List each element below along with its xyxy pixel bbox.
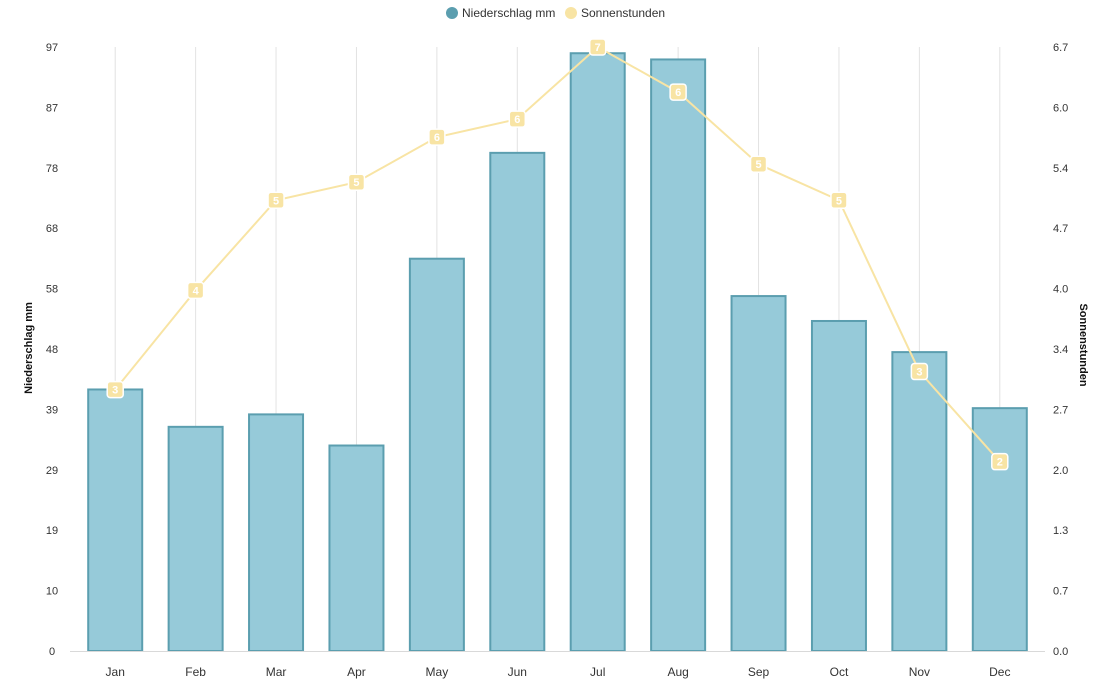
y-right-tick-label: 4.7 xyxy=(1053,223,1068,235)
bar-feb[interactable] xyxy=(167,425,224,652)
legend: Niederschlag mm Sonnenstunden xyxy=(446,6,665,20)
sunshine-point-mar[interactable]: 5 xyxy=(267,191,285,210)
bar-oct[interactable] xyxy=(810,319,867,652)
legend-label-precipitation: Niederschlag mm xyxy=(462,6,555,20)
bar-jul[interactable] xyxy=(569,52,626,652)
legend-swatch-precipitation xyxy=(446,7,458,19)
x-tick-label-jul: Jul xyxy=(590,665,605,679)
bar-aug[interactable] xyxy=(650,58,707,652)
y-left-tick-label: 0 xyxy=(49,646,55,658)
y-right-tick-label: 2.0 xyxy=(1053,465,1068,477)
sunshine-point-jun[interactable]: 6 xyxy=(508,110,527,128)
y-right-tick-label: 6.0 xyxy=(1053,102,1068,114)
sunshine-point-label: 3 xyxy=(916,367,922,379)
sunshine-point-marker xyxy=(830,191,848,210)
legend-item-sunshine[interactable]: Sonnenstunden xyxy=(565,6,665,20)
sunshine-point-nov[interactable]: 3 xyxy=(910,362,929,381)
y-axis-right-title: Sonnenstunden xyxy=(1077,303,1089,386)
sunshine-point-oct[interactable]: 5 xyxy=(830,191,848,210)
sunshine-point-marker xyxy=(186,281,205,300)
grid xyxy=(114,47,1001,651)
sunshine-point-jan[interactable]: 3 xyxy=(106,380,124,399)
x-tick-label-sep: Sep xyxy=(748,665,770,679)
sunshine-point-label: 3 xyxy=(112,385,118,397)
y-right-tick-label: 4.0 xyxy=(1053,284,1068,296)
sunshine-point-label: 2 xyxy=(997,457,1003,469)
legend-swatch-sunshine xyxy=(565,7,577,19)
sunshine-point-marker xyxy=(910,362,929,381)
x-tick-label-jan: Jan xyxy=(106,665,125,679)
y-left-tick-label: 10 xyxy=(46,586,58,598)
bar-sep[interactable] xyxy=(730,295,787,652)
sunshine-point-marker xyxy=(508,110,527,128)
sunshine-point-marker xyxy=(428,128,446,146)
x-tick-label-apr: Apr xyxy=(347,665,366,679)
sunshine-point-aug[interactable]: 6 xyxy=(669,83,687,101)
sunshine-point-feb[interactable]: 4 xyxy=(186,281,205,300)
sunshine-point-sep[interactable]: 5 xyxy=(749,155,768,173)
legend-label-sunshine: Sonnenstunden xyxy=(581,6,665,20)
sunshine-point-marker xyxy=(267,191,285,210)
x-tick-label-may: May xyxy=(426,665,449,679)
axes: 0 10 19 29 39 48 58 68 78 87 97 0.0 0.7 1.3 2.0 2.7 3.4 4… xyxy=(46,42,1068,679)
legend-item-precipitation[interactable]: Niederschlag mm xyxy=(446,6,555,20)
sunshine-point-label: 5 xyxy=(273,195,279,207)
sunshine-point-apr[interactable]: 5 xyxy=(347,173,366,191)
y-left-tick-label: 48 xyxy=(46,344,58,356)
y-left-tick-label: 68 xyxy=(46,223,58,235)
y-left-tick-label: 39 xyxy=(46,404,58,416)
bar-jun[interactable] xyxy=(489,151,546,652)
sunshine-point-marker xyxy=(749,155,768,173)
bar-nov[interactable] xyxy=(891,351,948,652)
bar-dec[interactable] xyxy=(971,407,1028,652)
bar-may[interactable] xyxy=(408,257,465,652)
x-tick-label-jun: Jun xyxy=(508,665,527,679)
y-right-tick-label: 2.7 xyxy=(1053,404,1068,416)
sunshine-point-label: 5 xyxy=(836,195,842,207)
sunshine-point-marker xyxy=(669,83,687,101)
y-left-tick-label: 78 xyxy=(46,163,58,175)
y-right-tick-label: 0.0 xyxy=(1053,646,1068,658)
sunshine-point-label: 4 xyxy=(193,285,200,297)
x-tick-label-oct: Oct xyxy=(830,665,849,679)
bar-jan[interactable] xyxy=(87,388,144,652)
bar-series xyxy=(87,52,1028,653)
sunshine-point-marker xyxy=(588,38,607,56)
y-right-tick-label: 1.3 xyxy=(1053,525,1068,537)
x-tick-label-mar: Mar xyxy=(266,665,287,679)
sunshine-point-label: 6 xyxy=(514,114,520,126)
y-left-tick-label: 29 xyxy=(46,465,58,477)
y-left-tick-label: 58 xyxy=(46,284,58,296)
sunshine-point-marker xyxy=(106,380,124,399)
y-right-tick-label: 5.4 xyxy=(1053,163,1068,175)
sunshine-point-label: 6 xyxy=(675,87,681,99)
y-right-tick-label: 0.7 xyxy=(1053,586,1068,598)
sunshine-point-label: 7 xyxy=(595,42,601,54)
sunshine-point-label: 6 xyxy=(434,132,440,144)
y-axis-left-title: Niederschlag mm xyxy=(23,302,35,394)
x-tick-label-aug: Aug xyxy=(667,665,688,679)
y-right-tick-label: 3.4 xyxy=(1053,344,1068,356)
line-series: 3 4 5 5 6 6 7 6 5 5 3 2 xyxy=(106,38,1009,471)
bar-apr[interactable] xyxy=(328,444,385,653)
sunshine-point-marker xyxy=(991,452,1009,471)
y-left-tick-label: 19 xyxy=(46,525,58,537)
y-left-tick-label: 87 xyxy=(46,102,58,114)
sunshine-point-may[interactable]: 6 xyxy=(428,128,446,146)
x-tick-label-nov: Nov xyxy=(909,665,930,679)
y-left-tick-label: 97 xyxy=(46,42,58,54)
sunshine-point-marker xyxy=(347,173,366,191)
y-right-tick-label: 6.7 xyxy=(1053,42,1068,54)
bar-mar[interactable] xyxy=(248,413,305,652)
sunshine-point-label: 5 xyxy=(353,177,359,189)
sunshine-point-label: 5 xyxy=(755,159,761,171)
sunshine-line xyxy=(114,45,1001,463)
x-tick-label-feb: Feb xyxy=(185,665,206,679)
sunshine-point-jul[interactable]: 7 xyxy=(588,38,607,56)
sunshine-point-dec[interactable]: 2 xyxy=(991,452,1009,471)
x-tick-label-dec: Dec xyxy=(989,665,1010,679)
